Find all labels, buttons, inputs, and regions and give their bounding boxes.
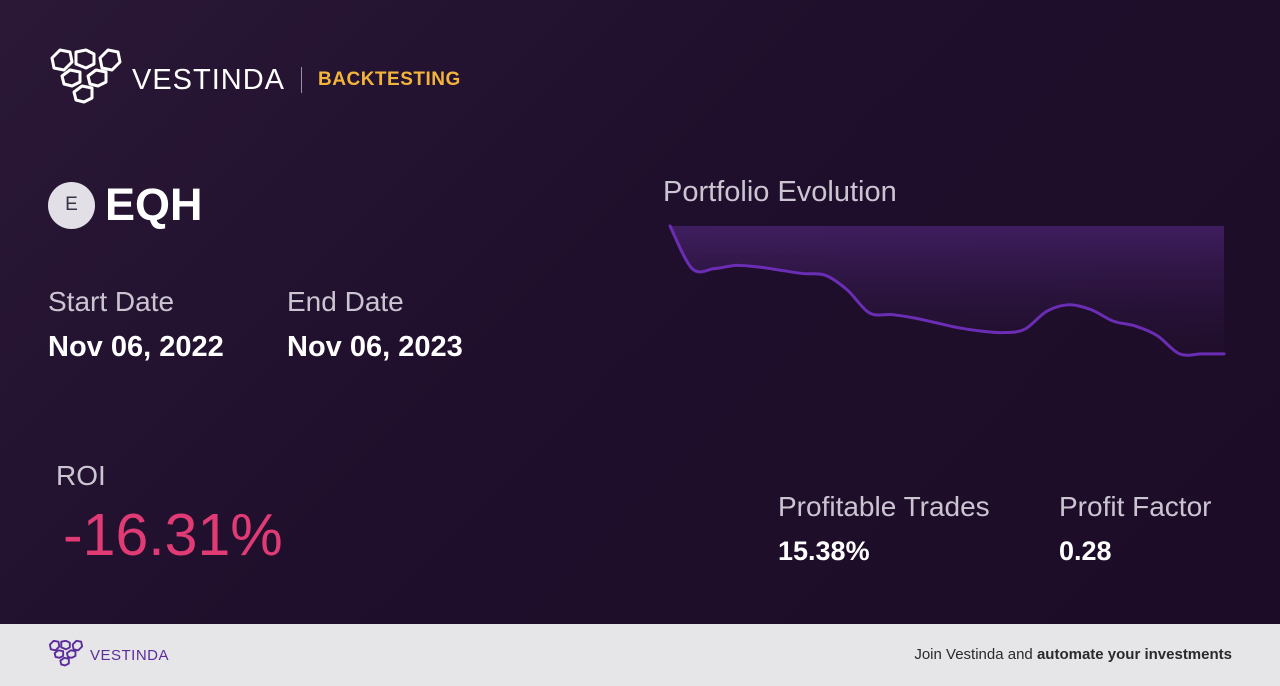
vestinda-logo-icon	[48, 639, 84, 667]
roi-value: -16.31%	[63, 502, 283, 568]
chart-series-line	[668, 224, 1226, 357]
vestinda-logo-icon	[50, 48, 122, 104]
footer-cta[interactable]: Join Vestinda and automate your investme…	[914, 646, 1232, 663]
footer-brand[interactable]: VESTINDA	[48, 638, 169, 672]
footer-cta-bold: automate your investments	[1036, 646, 1232, 663]
footer: VESTINDA Join Vestinda and automate your…	[0, 624, 1280, 686]
profit-factor-label: Profit Factor	[1059, 491, 1212, 522]
chart-title: Portfolio Evolution	[663, 176, 897, 208]
ticker: E EQH	[48, 179, 203, 231]
roi-label: ROI	[56, 460, 106, 491]
portfolio-chart	[668, 224, 1226, 357]
start-date-label: Start Date	[48, 286, 175, 317]
ticker-badge: E	[48, 181, 95, 229]
profit-factor-value: 0.28	[1059, 536, 1112, 566]
profitable-trades-value: 15.38%	[778, 536, 870, 566]
end-date-value: Nov 06, 2023	[287, 331, 463, 363]
chart-area	[670, 226, 1224, 356]
footer-cta-prefix: Join Vestinda and	[914, 646, 1037, 663]
start-date-value: Nov 06, 2022	[48, 331, 224, 363]
backtest-card: VESTINDA BACKTESTING E EQH Start Date No…	[0, 0, 1280, 624]
footer-brand-name: VESTINDA	[90, 646, 170, 664]
brand-name: VESTINDA	[132, 63, 286, 96]
brand-tag: BACKTESTING	[318, 69, 461, 90]
ticker-symbol: EQH	[105, 179, 203, 230]
brand-divider	[301, 67, 303, 93]
profitable-trades-label: Profitable Trades	[778, 491, 990, 522]
end-date-label: End Date	[287, 286, 404, 317]
header-brand[interactable]: VESTINDA BACKTESTING	[48, 46, 461, 114]
